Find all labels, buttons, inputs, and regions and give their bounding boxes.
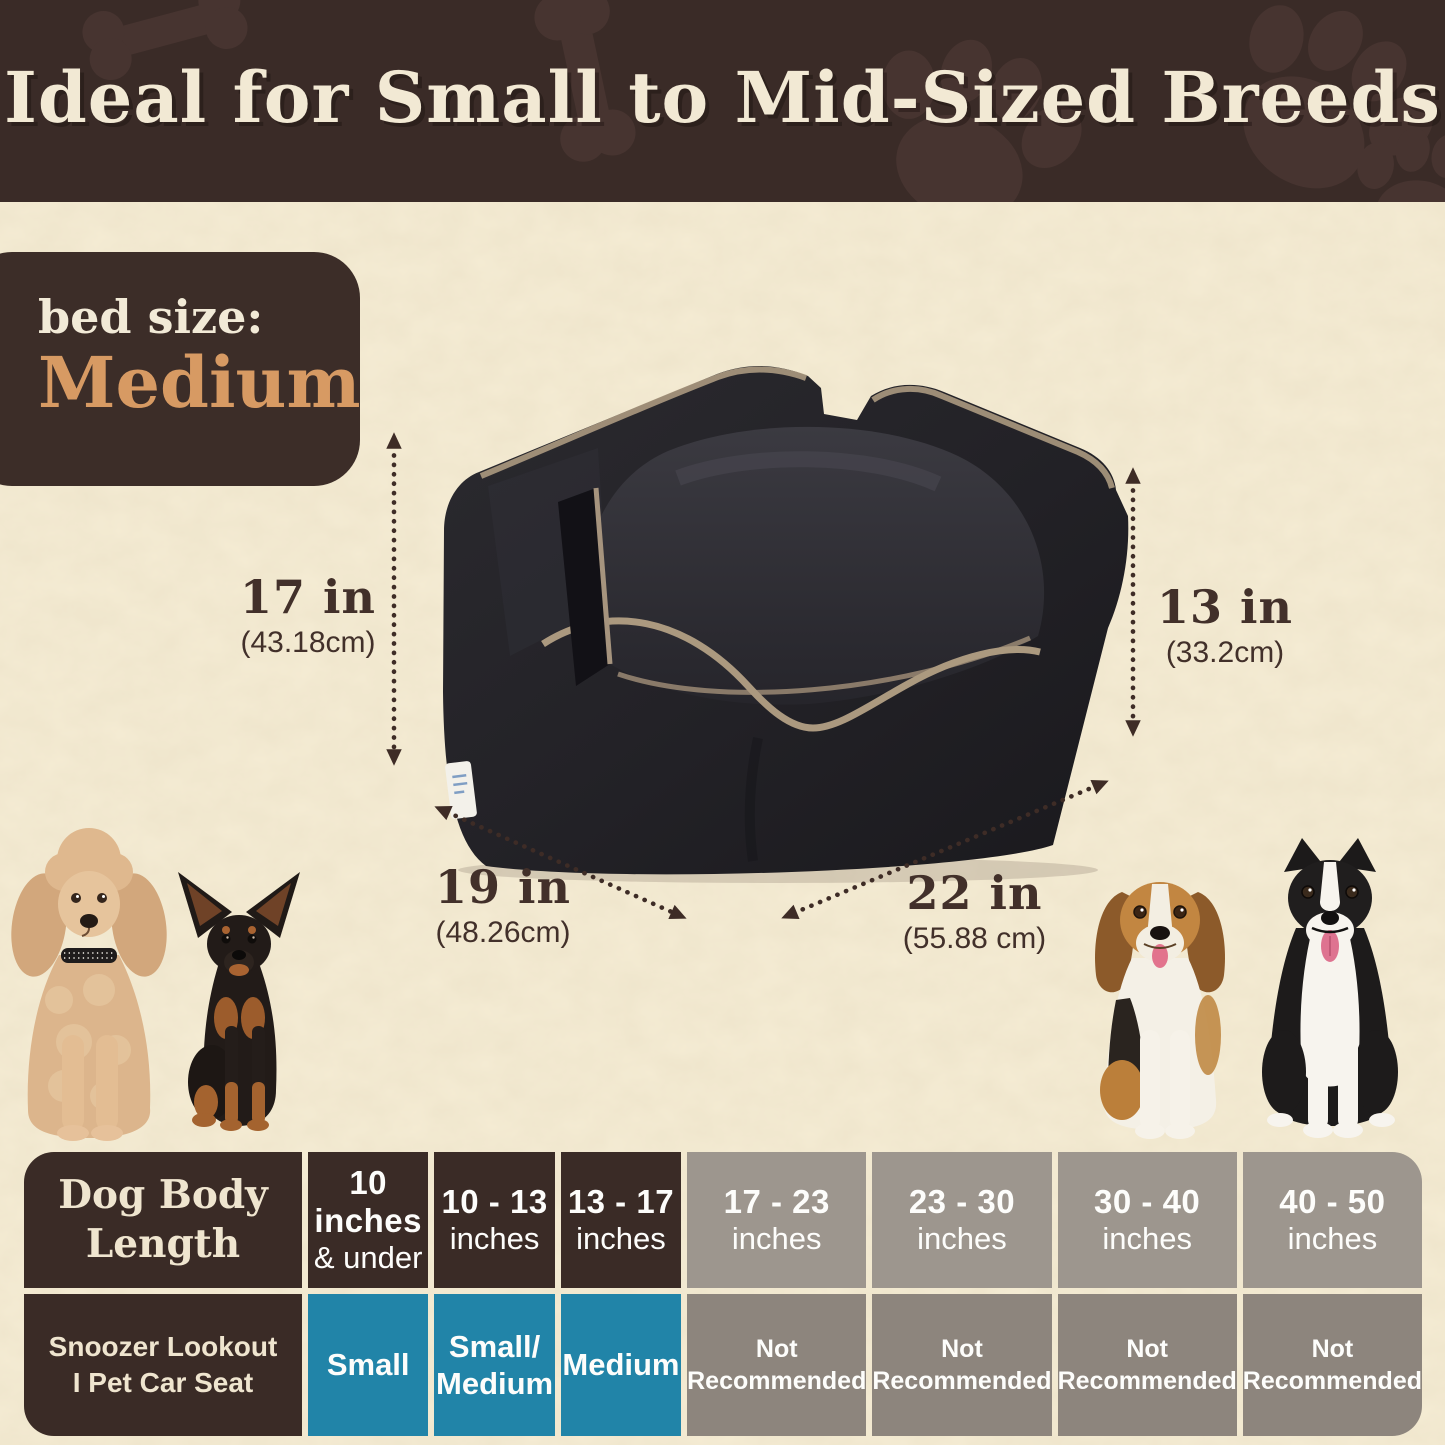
chart-fit-cell: Medium	[560, 1294, 682, 1436]
range-line1: 23 - 30	[908, 1183, 1016, 1221]
fit-line2: Recommended	[687, 1367, 867, 1395]
beagle-photo	[1095, 882, 1225, 1139]
dimension-metric: (55.88 cm)	[902, 921, 1047, 955]
fit-line1: Not	[1126, 1334, 1168, 1363]
fit-line2: Recommended	[1057, 1367, 1237, 1395]
chart-row-header-product: Snoozer Lookout I Pet Car Seat	[24, 1294, 302, 1436]
range-line2: & under	[313, 1240, 423, 1276]
fit-line2: Recommended	[1242, 1367, 1422, 1395]
range-line2: inches	[576, 1221, 666, 1257]
chart-fit-cell: Not Recommended	[1057, 1294, 1237, 1436]
range-line2: inches	[449, 1221, 540, 1257]
banner-title: Ideal for Small to Mid-Sized Breeds	[4, 56, 1441, 139]
chart-fit-cell: Small/ Medium	[434, 1294, 555, 1436]
dimension-inches: 19 in	[435, 860, 571, 914]
fit-line1: Medium	[562, 1347, 680, 1383]
chart-range-cell: 13 - 17 inches	[560, 1152, 682, 1288]
chart-fit-cell: Not Recommended	[872, 1294, 1052, 1436]
chart-range-cell: 10 - 13 inches	[434, 1152, 555, 1288]
chart-range-cell: 23 - 30 inches	[872, 1152, 1052, 1288]
range-line1: 40 - 50	[1279, 1183, 1386, 1221]
dimension-depth: 19 in (48.26cm)	[408, 862, 598, 950]
dimension-metric: (33.2cm)	[1165, 635, 1285, 669]
range-line2: inches	[917, 1221, 1007, 1257]
dimension-width: 22 in (55.88 cm)	[862, 868, 1087, 956]
dimension-metric: (48.26cm)	[435, 915, 571, 949]
fit-line1: Not	[1311, 1334, 1354, 1363]
dimension-inches: 17 in	[240, 570, 376, 624]
pet-car-seat-photo	[443, 365, 1129, 883]
dimension-back-height: 17 in (43.18cm)	[218, 572, 398, 660]
chart-range-cell: 10 inches & under	[308, 1152, 429, 1288]
row-header-label: Dog Body Length	[58, 1172, 268, 1267]
chart-range-cell: 17 - 23 inches	[687, 1152, 867, 1288]
range-line1: 30 - 40	[1094, 1183, 1201, 1221]
header-banner: Ideal for Small to Mid-Sized Breeds	[0, 0, 1445, 202]
chart-fit-cell: Not Recommended	[687, 1294, 867, 1436]
border-collie-photo	[1262, 838, 1398, 1138]
chart-range-cell: 40 - 50 inches	[1242, 1152, 1422, 1288]
range-line2: inches	[1287, 1221, 1378, 1257]
bed-size-label: bed size:	[38, 290, 264, 344]
fit-line1: Small	[326, 1347, 410, 1383]
chart-fit-cell: Not Recommended	[1242, 1294, 1422, 1436]
dimension-inches: 13 in	[1157, 580, 1293, 634]
size-chart-table: Dog Body Length 10 inches & under 10 - 1…	[24, 1152, 1422, 1436]
poodle-photo	[11, 828, 167, 1141]
dimension-inches: 22 in	[906, 866, 1043, 920]
fit-line1: Not	[755, 1334, 798, 1363]
range-line1: 10 inches	[314, 1164, 422, 1240]
chart-row-header-length: Dog Body Length	[24, 1152, 302, 1288]
bed-size-badge: bed size: Medium	[0, 252, 361, 486]
chart-fit-cell: Small	[308, 1294, 429, 1436]
dimension-metric: (43.18cm)	[240, 625, 376, 659]
dimension-side-height: 13 in (33.2cm)	[1140, 582, 1310, 670]
fit-line2: Recommended	[872, 1367, 1052, 1395]
range-line1: 17 - 23	[723, 1183, 830, 1221]
chart-range-cell: 30 - 40 inches	[1057, 1152, 1237, 1288]
range-line2: inches	[1102, 1221, 1192, 1257]
fit-line1: Not	[941, 1334, 983, 1363]
miniature-pinscher-photo	[178, 872, 300, 1131]
range-line2: inches	[731, 1221, 822, 1257]
row-header-label: Snoozer Lookout I Pet Car Seat	[48, 1330, 278, 1398]
fit-line1: Small/	[448, 1328, 541, 1364]
range-line1: 13 - 17	[567, 1183, 675, 1221]
range-line1: 10 - 13	[441, 1183, 548, 1221]
fit-line2: Medium	[436, 1366, 554, 1401]
bed-size-value: Medium	[38, 340, 361, 424]
